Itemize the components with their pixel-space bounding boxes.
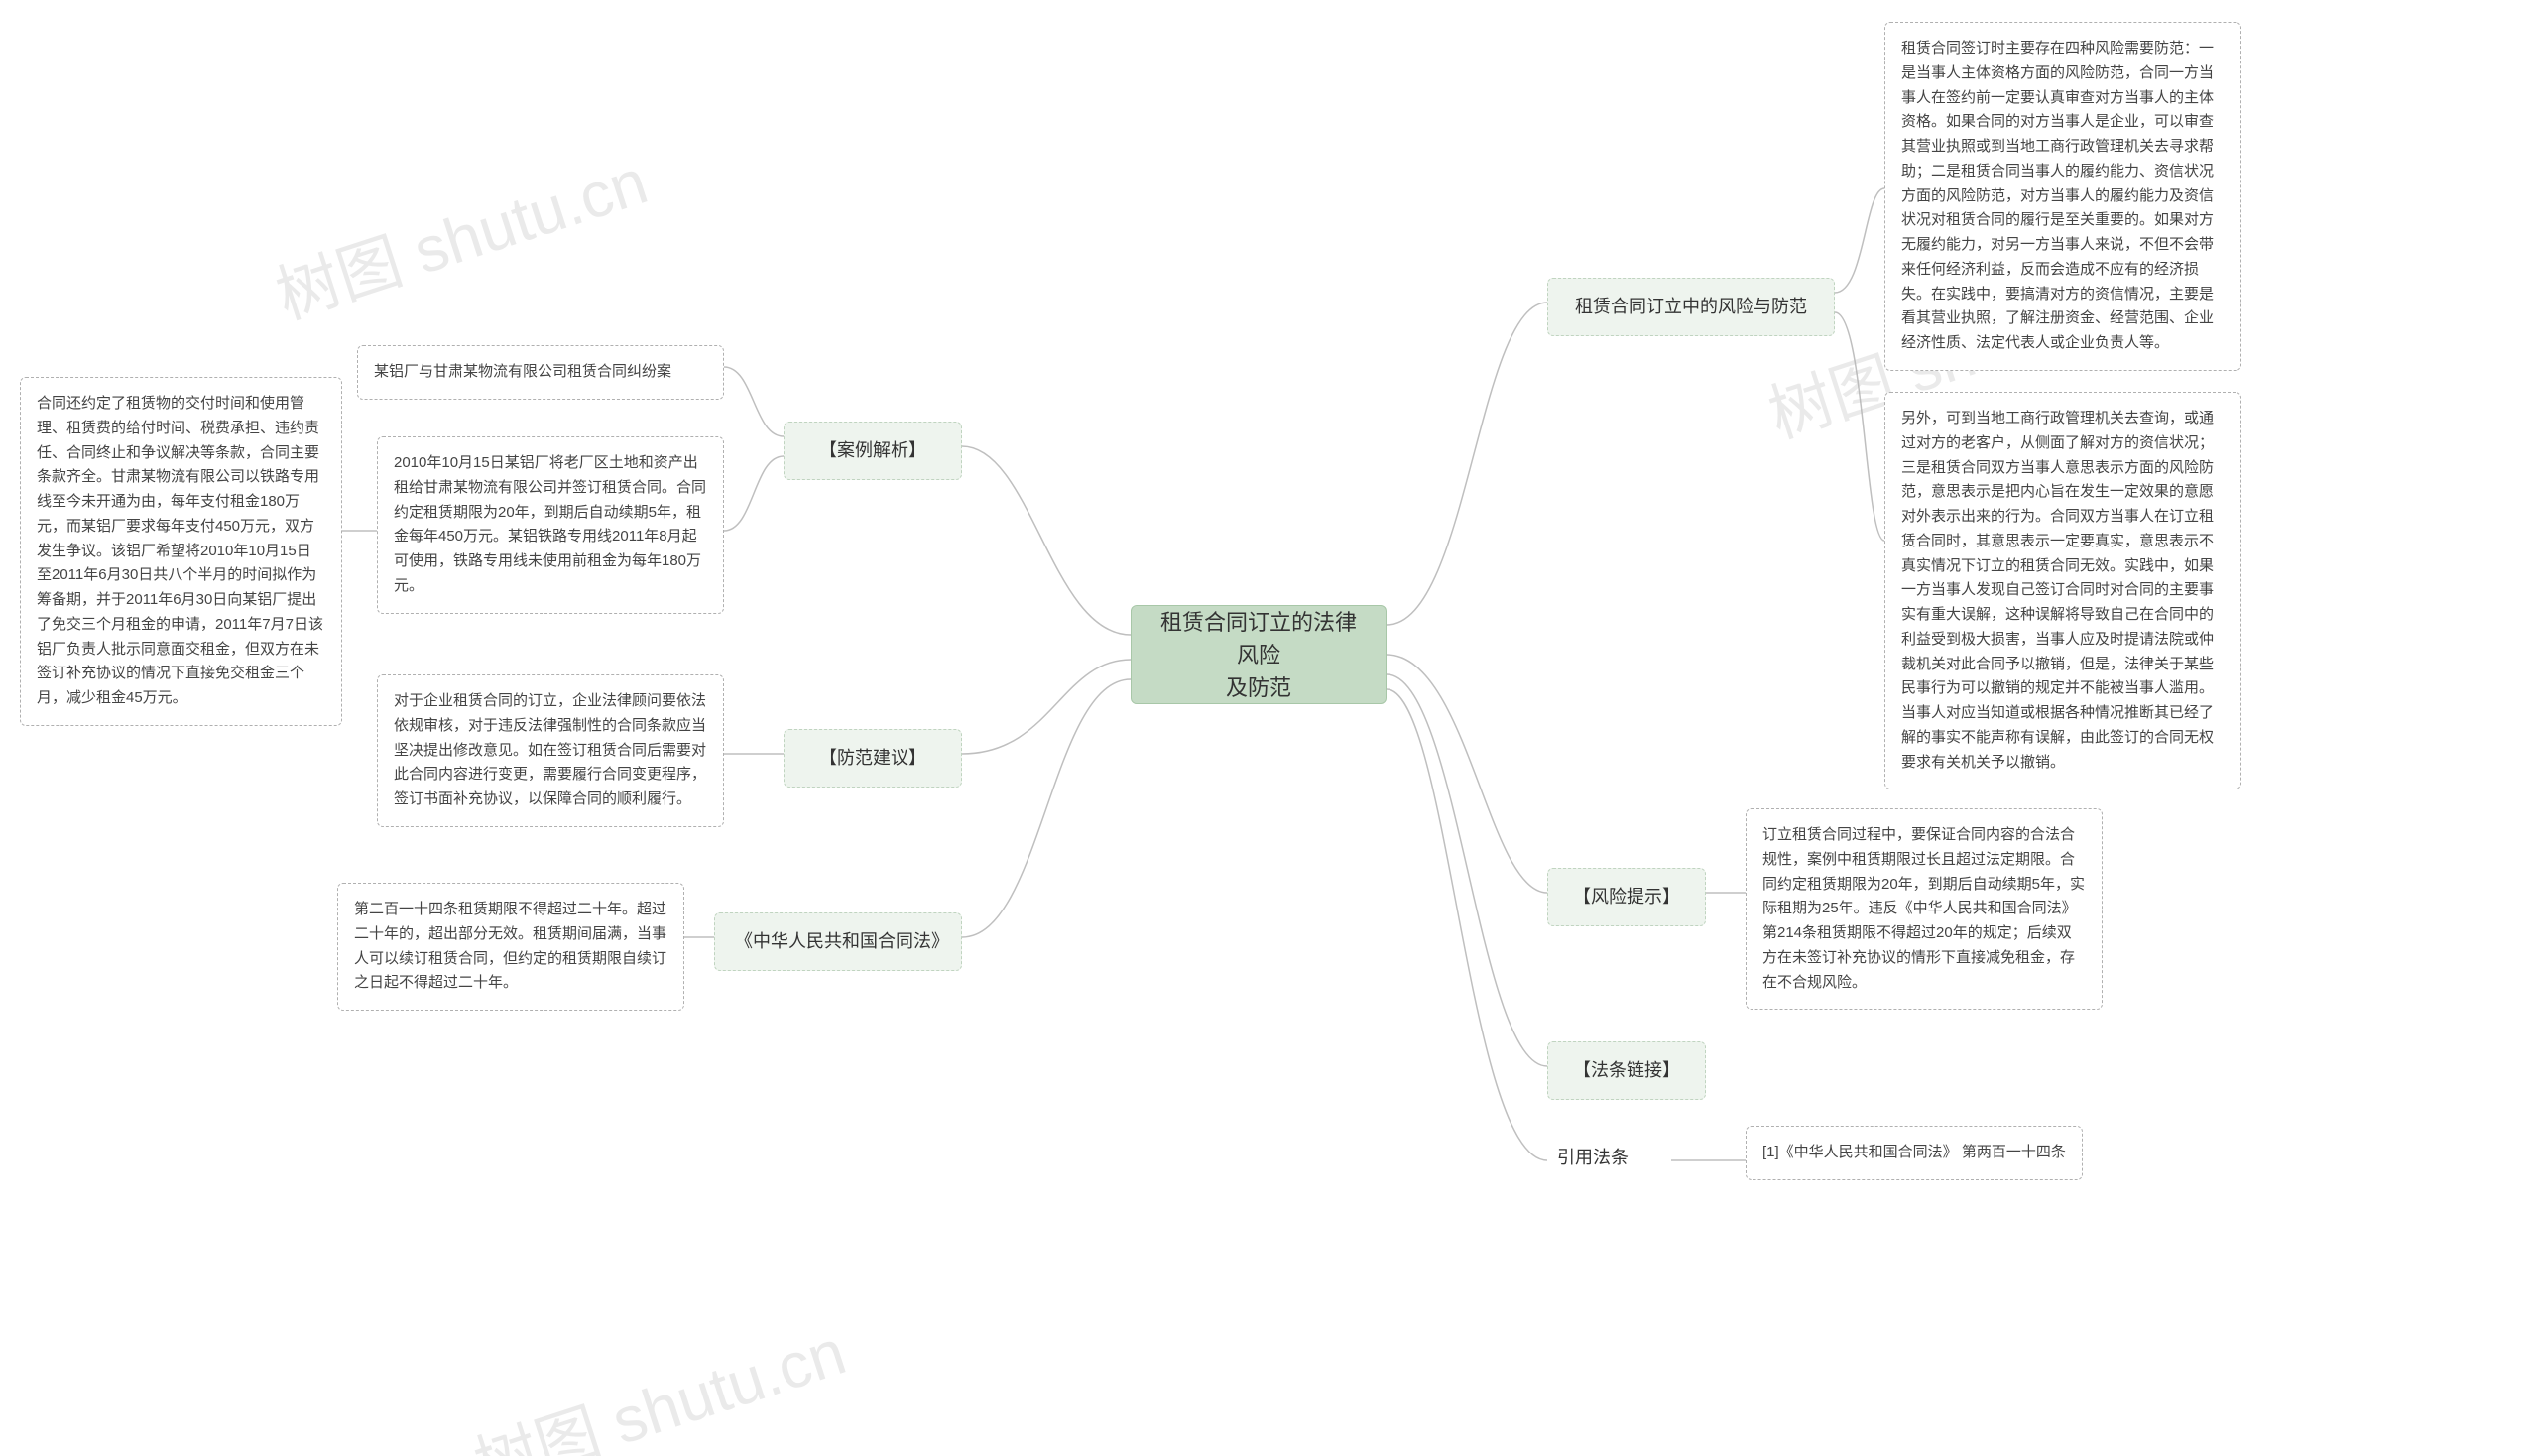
- leaf-case-body[interactable]: 2010年10月15日某铝厂将老厂区土地和资产出租给甘肃某物流有限公司并签订租赁…: [377, 436, 724, 614]
- section-risk-signing[interactable]: 租赁合同订立中的风险与防范: [1547, 278, 1835, 336]
- leaf-case-extra[interactable]: 合同还约定了租赁物的交付时间和使用管理、租赁费的给付时间、税费承担、违约责任、合…: [20, 377, 342, 726]
- leaf-risk-signing-p2[interactable]: 另外，可到当地工商行政管理机关去查询，或通过对方的老客户，从侧面了解对方的资信状…: [1884, 392, 2241, 789]
- section-prevention-advice[interactable]: 【防范建议】: [784, 729, 962, 788]
- watermark: 树图 shutu.cn: [461, 1301, 855, 1456]
- leaf-cited-law-body[interactable]: [1]《中华人民共和国合同法》 第两百一十四条: [1746, 1126, 2083, 1180]
- section-cited-law[interactable]: 引用法条: [1547, 1136, 1671, 1180]
- section-risk-warning[interactable]: 【风险提示】: [1547, 868, 1706, 926]
- section-legal-link[interactable]: 【法条链接】: [1547, 1041, 1706, 1100]
- root-node[interactable]: 租赁合同订立的法律风险 及防范: [1131, 605, 1387, 704]
- section-case-analysis[interactable]: 【案例解析】: [784, 422, 962, 480]
- leaf-contract-law-body[interactable]: 第二百一十四条租赁期限不得超过二十年。超过二十年的，超出部分无效。租赁期间届满，…: [337, 883, 684, 1011]
- leaf-prevention-body[interactable]: 对于企业租赁合同的订立，企业法律顾问要依法依规审核，对于违反法律强制性的合同条款…: [377, 674, 724, 827]
- leaf-case-title[interactable]: 某铝厂与甘肃某物流有限公司租赁合同纠纷案: [357, 345, 724, 400]
- section-contract-law[interactable]: 《中华人民共和国合同法》: [714, 912, 962, 971]
- leaf-risk-warning-body[interactable]: 订立租赁合同过程中，要保证合同内容的合法合规性，案例中租赁期限过长且超过法定期限…: [1746, 808, 2103, 1010]
- leaf-risk-signing-p1[interactable]: 租赁合同签订时主要存在四种风险需要防范：一是当事人主体资格方面的风险防范，合同一…: [1884, 22, 2241, 371]
- watermark: 树图 shutu.cn: [263, 131, 657, 336]
